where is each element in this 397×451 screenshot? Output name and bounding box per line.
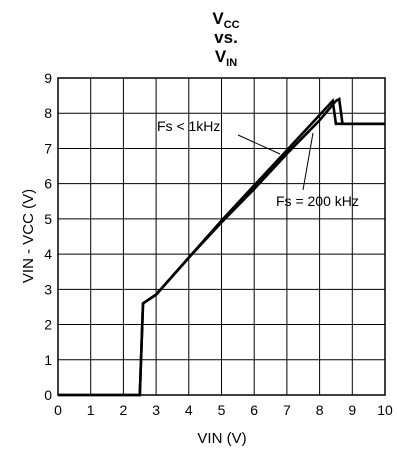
annotation-leader-1 xyxy=(302,132,314,191)
y-tick-label-1: 1 xyxy=(44,352,52,368)
plot-frame xyxy=(57,77,386,396)
x-tick-label-5: 5 xyxy=(218,402,226,418)
chart-title-line3: VIN xyxy=(215,47,237,69)
y-tick-label-2: 2 xyxy=(44,317,52,333)
x-tick-label-10: 10 xyxy=(377,402,393,418)
chart-title: VCC vs. VIN xyxy=(212,9,239,69)
y-tick-labels: 0 1 2 3 4 5 6 7 8 9 xyxy=(44,70,52,403)
x-tick-label-7: 7 xyxy=(283,402,291,418)
x-tick-label-9: 9 xyxy=(348,402,356,418)
x-tick-label-1: 1 xyxy=(87,402,95,418)
x-tick-label-4: 4 xyxy=(185,402,193,418)
y-axis-label: VIN - VCC (V) xyxy=(20,189,37,283)
grid xyxy=(57,77,386,396)
y-tick-label-6: 6 xyxy=(44,176,52,192)
y-tick-label-0: 0 xyxy=(44,387,52,403)
y-tick-label-3: 3 xyxy=(44,281,52,297)
annotation-label-0: Fs < 1kHz xyxy=(157,118,220,134)
x-tick-label-3: 3 xyxy=(152,402,160,418)
chart-title-line1: VCC xyxy=(212,9,239,31)
annotation-leader-0 xyxy=(237,134,281,155)
series-layer xyxy=(58,97,385,397)
x-tick-label-0: 0 xyxy=(54,402,62,418)
series-line-1 xyxy=(58,97,385,397)
y-tick-label-5: 5 xyxy=(44,211,52,227)
chart-title-line2: vs. xyxy=(214,28,238,47)
y-tick-label-8: 8 xyxy=(44,105,52,121)
annotation-label-1: Fs = 200 kHz xyxy=(276,193,359,209)
annotations: Fs < 1kHz Fs = 200 kHz xyxy=(157,118,359,209)
y-tick-label-7: 7 xyxy=(44,140,52,156)
y-tick-label-4: 4 xyxy=(44,246,52,262)
x-tick-label-8: 8 xyxy=(316,402,324,418)
x-tick-label-2: 2 xyxy=(120,402,128,418)
x-axis-label: VIN (V) xyxy=(197,430,246,447)
x-tick-labels: 0 1 2 3 4 5 6 7 8 9 10 xyxy=(54,402,393,418)
x-tick-label-6: 6 xyxy=(250,402,258,418)
y-tick-label-9: 9 xyxy=(44,70,52,86)
